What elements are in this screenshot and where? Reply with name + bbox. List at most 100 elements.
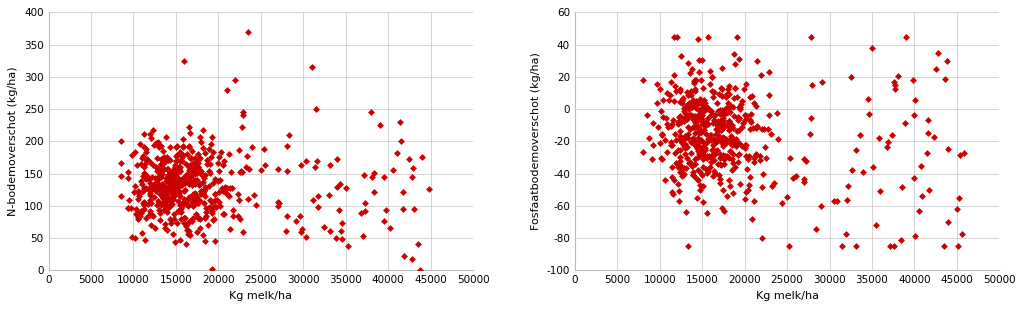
- Point: [651, 86, 668, 91]
- Point: [676, 106, 692, 111]
- Point: [729, 118, 745, 123]
- Point: [150, 166, 166, 171]
- Point: [201, 168, 217, 173]
- Point: [720, 107, 736, 112]
- Point: [860, 112, 877, 116]
- Point: [223, 170, 240, 175]
- Point: [688, 102, 705, 107]
- Point: [693, 108, 710, 113]
- Point: [730, 56, 746, 61]
- Point: [140, 177, 157, 182]
- Point: [138, 147, 155, 152]
- Point: [664, 121, 680, 126]
- Point: [160, 173, 176, 178]
- Point: [705, 151, 721, 156]
- Point: [298, 235, 314, 239]
- Point: [722, 136, 738, 141]
- Point: [691, 115, 708, 120]
- Point: [190, 201, 207, 206]
- Point: [754, 184, 770, 189]
- Point: [191, 226, 208, 231]
- Point: [731, 151, 748, 156]
- Point: [161, 184, 177, 189]
- Point: [674, 167, 690, 172]
- Point: [170, 184, 186, 189]
- Point: [135, 188, 152, 193]
- Point: [700, 34, 717, 39]
- Point: [730, 116, 746, 121]
- Point: [705, 121, 721, 125]
- Point: [712, 107, 728, 112]
- Point: [156, 161, 172, 166]
- Point: [129, 211, 145, 216]
- Point: [120, 169, 136, 174]
- Point: [170, 198, 186, 203]
- Point: [356, 173, 373, 178]
- Point: [168, 145, 184, 150]
- Point: [910, 208, 927, 213]
- Point: [702, 112, 719, 117]
- Point: [694, 173, 711, 178]
- Point: [322, 229, 338, 234]
- Point: [741, 182, 758, 187]
- Point: [693, 78, 710, 83]
- Point: [698, 106, 715, 111]
- Point: [227, 78, 244, 83]
- Point: [694, 121, 711, 126]
- Point: [716, 138, 732, 143]
- Point: [309, 193, 326, 198]
- Point: [713, 86, 729, 91]
- Point: [141, 188, 158, 193]
- Point: [926, 134, 942, 139]
- Point: [204, 209, 220, 214]
- Point: [188, 195, 205, 200]
- Point: [233, 125, 250, 129]
- Point: [135, 201, 152, 206]
- Point: [134, 154, 151, 159]
- Point: [201, 184, 217, 189]
- Point: [847, 243, 863, 248]
- Point: [698, 210, 715, 215]
- Point: [709, 127, 725, 132]
- Point: [761, 69, 777, 74]
- Point: [721, 127, 737, 132]
- Point: [191, 198, 208, 203]
- Point: [187, 193, 204, 197]
- Point: [236, 229, 252, 234]
- Point: [162, 197, 178, 202]
- Point: [175, 201, 191, 206]
- Point: [879, 144, 895, 149]
- Point: [761, 112, 777, 117]
- Point: [142, 209, 159, 214]
- Point: [166, 178, 182, 183]
- Point: [682, 159, 698, 164]
- Point: [164, 180, 180, 185]
- Point: [695, 146, 712, 151]
- Point: [658, 121, 675, 126]
- Point: [141, 193, 158, 198]
- Point: [121, 197, 137, 202]
- Point: [757, 144, 773, 149]
- Point: [735, 87, 752, 91]
- Point: [683, 112, 699, 117]
- Point: [288, 218, 304, 223]
- Point: [886, 243, 902, 248]
- Point: [136, 186, 153, 191]
- Point: [666, 72, 682, 77]
- Point: [219, 185, 236, 190]
- Point: [748, 125, 764, 130]
- Point: [141, 212, 158, 217]
- Point: [410, 242, 426, 247]
- Point: [151, 142, 167, 147]
- Point: [742, 112, 759, 117]
- Point: [181, 156, 198, 161]
- Point: [142, 159, 159, 164]
- Point: [727, 165, 743, 170]
- Point: [331, 208, 347, 213]
- Point: [710, 100, 726, 105]
- Point: [382, 225, 398, 230]
- Point: [686, 161, 702, 166]
- Point: [736, 196, 753, 201]
- Point: [733, 102, 750, 107]
- Point: [167, 184, 183, 189]
